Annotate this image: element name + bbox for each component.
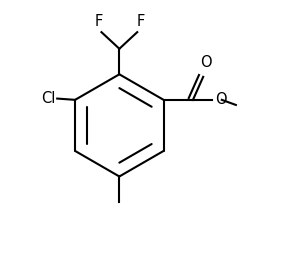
Text: F: F [94,14,103,29]
Text: O: O [200,56,212,70]
Text: Cl: Cl [42,91,56,106]
Text: F: F [136,14,144,29]
Text: O: O [215,92,227,107]
